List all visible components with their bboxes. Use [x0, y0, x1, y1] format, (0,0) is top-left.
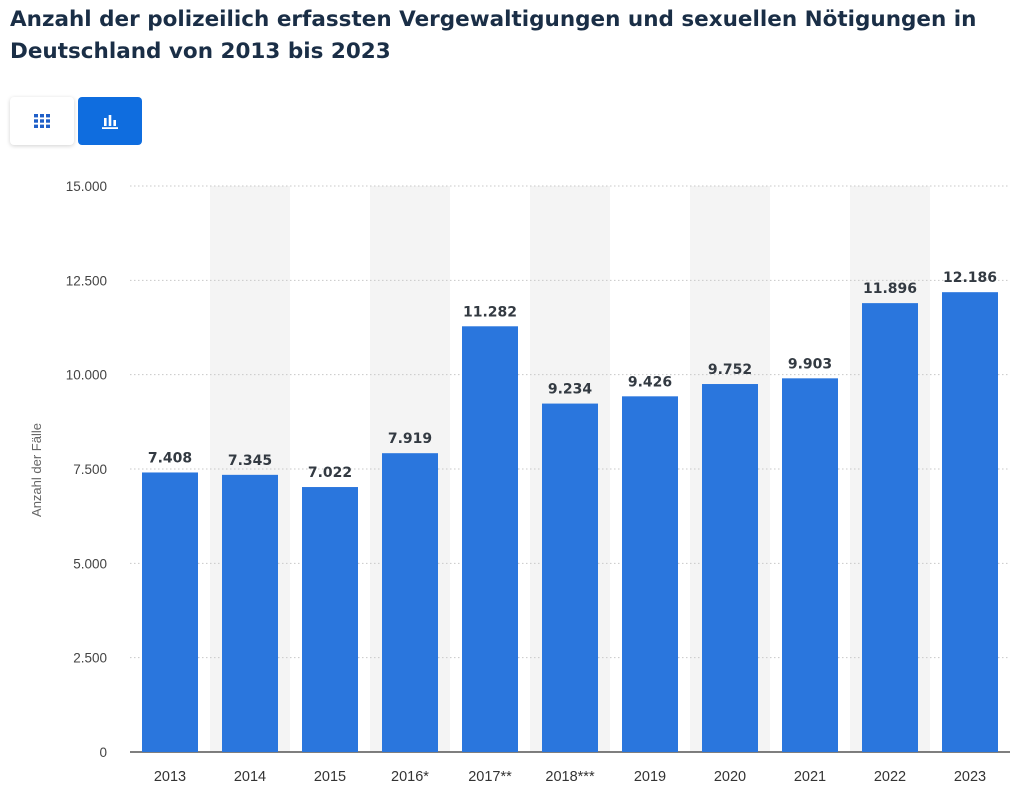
- x-tick-label: 2018***: [545, 769, 595, 785]
- chart-title: Anzahl der polizeilich erfassten Vergewa…: [10, 7, 977, 64]
- chart-view-button[interactable]: [78, 97, 142, 145]
- y-tick-label: 5.000: [73, 556, 107, 571]
- x-tick-label: 2015: [314, 769, 346, 785]
- bar[interactable]: [942, 292, 998, 752]
- y-axis-label: Anzahl der Fälle: [29, 423, 44, 517]
- data-label: 7.345: [228, 453, 272, 469]
- data-label: 11.896: [863, 281, 917, 297]
- grid-icon: [34, 114, 50, 128]
- x-tick-label: 2016*: [391, 769, 429, 785]
- bar[interactable]: [542, 403, 598, 752]
- x-tick-label: 2020: [714, 769, 746, 785]
- data-label: 9.234: [548, 382, 593, 398]
- x-tick-label: 2019: [634, 769, 666, 785]
- y-tick-label: 2.500: [73, 651, 107, 666]
- y-tick-label: 10.000: [66, 368, 107, 383]
- table-view-button[interactable]: [10, 97, 74, 145]
- y-tick-label: 7.500: [73, 462, 107, 477]
- y-tick-label: 15.000: [66, 179, 107, 194]
- data-label: 12.186: [943, 270, 997, 286]
- bar-chart-icon: [102, 114, 118, 129]
- bar[interactable]: [622, 396, 678, 752]
- data-label: 9.903: [788, 356, 832, 372]
- bar[interactable]: [782, 378, 838, 752]
- bar[interactable]: [142, 472, 198, 752]
- data-label: 9.426: [628, 374, 672, 390]
- bar[interactable]: [702, 384, 758, 752]
- bar[interactable]: [222, 474, 278, 752]
- y-tick-label: 0: [99, 745, 107, 760]
- x-tick-label: 2022: [874, 769, 906, 785]
- x-tick-label: 2017**: [468, 769, 512, 785]
- x-tick-label: 2014: [234, 769, 266, 785]
- y-tick-label: 12.500: [66, 273, 107, 288]
- data-label: 7.919: [388, 431, 432, 447]
- bar[interactable]: [302, 487, 358, 752]
- x-tick-label: 2021: [794, 769, 826, 785]
- data-label: 11.282: [463, 304, 517, 320]
- bar[interactable]: [382, 453, 438, 752]
- data-label: 7.022: [308, 465, 352, 481]
- bar-chart: 7.408 7.345 7.022 7.919 11.282 9.234 9.426 9.75…: [29, 179, 1010, 785]
- data-label: 7.408: [148, 450, 192, 466]
- bar[interactable]: [462, 326, 518, 752]
- bar[interactable]: [862, 303, 918, 752]
- x-tick-label: 2023: [954, 769, 986, 785]
- data-label: 9.752: [708, 362, 752, 378]
- x-tick-label: 2013: [154, 769, 186, 785]
